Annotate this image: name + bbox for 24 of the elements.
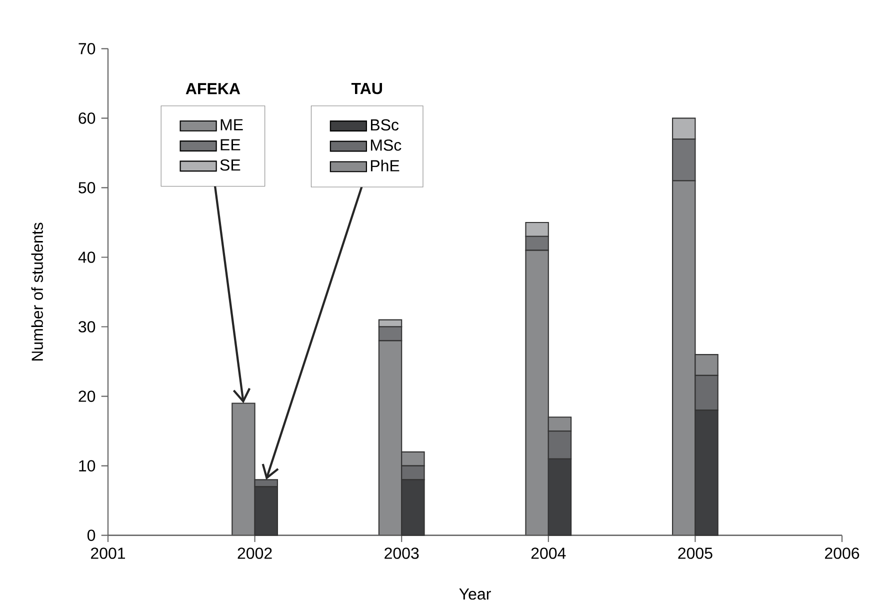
x-tick-label: 2001 (90, 548, 126, 559)
x-tick-label: 2004 (531, 548, 566, 559)
y-tick-label: 0 (87, 530, 96, 541)
y-tick-label: 20 (78, 390, 96, 402)
x-tick-label: 2003 (384, 548, 419, 559)
y-axis-title: Number of students (31, 222, 43, 360)
y-tick-label: 50 (78, 182, 96, 194)
y-tick-label: 10 (79, 460, 96, 472)
y-tick-label: 30 (78, 321, 96, 332)
legend-title: TAU (351, 83, 382, 94)
legend-label: PhE (370, 160, 400, 172)
x-tick-label: 2005 (678, 548, 712, 559)
y-tick-label: 60 (78, 112, 96, 124)
x-tick-label: 2002 (238, 548, 272, 559)
legend-label: EE (220, 139, 240, 150)
y-tick-label: 40 (78, 252, 96, 263)
x-axis-title: Year (459, 588, 491, 600)
x-tick-label: 2006 (825, 548, 860, 559)
legend-label: MSc (370, 139, 402, 151)
legend-label: ME (220, 119, 243, 130)
legend-label: SE (220, 159, 240, 171)
y-tick-label: 70 (78, 43, 96, 54)
legend-title: AFEKA (186, 83, 240, 94)
legend-label: BSc (370, 119, 399, 131)
